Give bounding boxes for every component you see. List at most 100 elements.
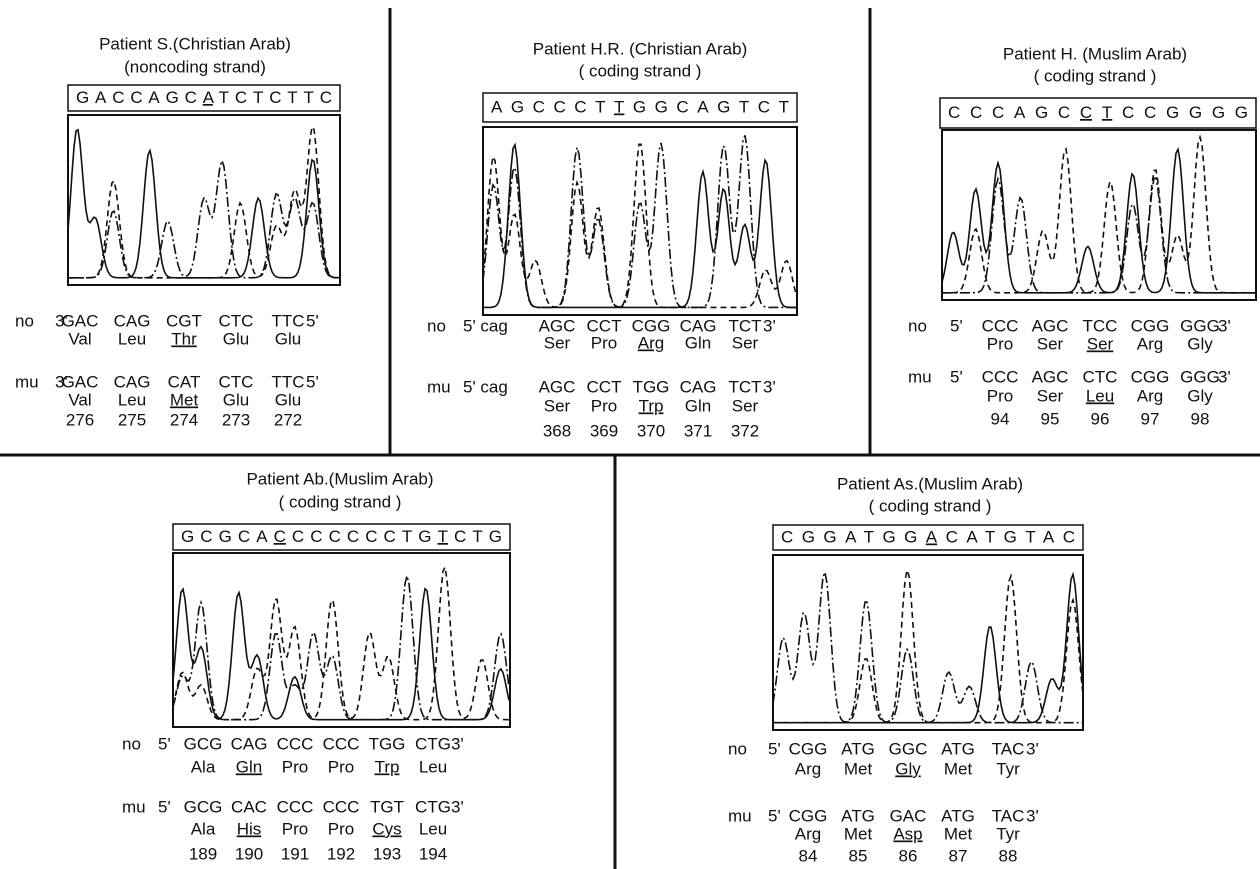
position: 88: [999, 846, 1018, 865]
codon: CCC: [277, 797, 314, 816]
amino-acid: Gln: [236, 757, 262, 776]
amino-acid: Ser: [544, 333, 571, 352]
panel-title: Patient Ab.(Muslim Arab): [246, 469, 433, 488]
codon: CAC: [231, 797, 267, 816]
amino-acid: Pro: [591, 396, 617, 415]
position: 371: [684, 421, 712, 440]
amino-acid: Leu: [419, 757, 447, 776]
trace: [773, 570, 1083, 723]
strand-label: (noncoding strand): [124, 57, 266, 76]
codon: GAC: [62, 372, 99, 391]
row-label: mu: [908, 367, 932, 386]
amino-acid: Leu: [419, 819, 447, 838]
position: 190: [235, 844, 263, 863]
codon: GGG: [1180, 367, 1220, 386]
codon: CAG: [680, 377, 717, 396]
amino-acid: Glu: [223, 329, 249, 348]
sequence-part: GGCAGTCT: [633, 98, 789, 117]
panel-title: Patient As.(Muslim Arab): [837, 474, 1023, 493]
amino-acid: Ser: [732, 333, 759, 352]
codon: CGG: [789, 806, 828, 825]
position: 84: [799, 846, 818, 865]
codon: ATG: [841, 806, 875, 825]
codon: CCC: [982, 316, 1019, 335]
amino-acid: Gly: [1187, 386, 1213, 405]
position: 372: [731, 421, 759, 440]
codon: GGC: [889, 739, 928, 758]
amino-acid: Met: [170, 390, 199, 409]
sequence-part: GCGCA: [181, 527, 268, 546]
strand-label: ( coding strand ): [869, 496, 992, 515]
strand-end: 3': [1218, 367, 1231, 386]
sequence-part: T: [438, 527, 448, 546]
amino-acid: Glu: [275, 390, 301, 409]
sequence-part: A: [203, 88, 215, 107]
position: 276: [66, 410, 94, 429]
chromatogram-frame: [773, 555, 1083, 730]
amino-acid: Arg: [795, 824, 821, 843]
codon: ATG: [841, 739, 875, 758]
amino-acid: Leu: [118, 390, 146, 409]
sequence-part: CATGTAC: [946, 528, 1075, 547]
amino-acid: Pro: [987, 386, 1013, 405]
row-label: no: [908, 316, 927, 335]
strand-end: 5': [768, 739, 781, 758]
row-label: mu: [122, 797, 146, 816]
amino-acid: Ser: [1037, 386, 1064, 405]
sequence-part: CT: [1080, 103, 1112, 122]
amino-acid: Arg: [638, 333, 664, 352]
strand-label: ( coding strand ): [579, 61, 702, 80]
position: 97: [1141, 409, 1160, 428]
sequence-part: GACCAGC: [76, 88, 197, 107]
strand-end: 3': [763, 316, 776, 335]
sequence-part: AGCCCT: [491, 98, 605, 117]
position: 193: [373, 844, 401, 863]
position: 94: [991, 409, 1010, 428]
strand-end: 3': [451, 734, 464, 753]
sequence-box: [940, 98, 1256, 128]
strand-end: 5' cag: [463, 377, 508, 396]
sequence-part: CCGGGG: [1122, 103, 1248, 122]
amino-acid: Tyr: [996, 824, 1020, 843]
codon: CTC: [1083, 367, 1118, 386]
strand-end: 5': [306, 311, 319, 330]
trace: [773, 572, 1083, 723]
codon: GAC: [890, 806, 927, 825]
codon: CCC: [323, 734, 360, 753]
codon: GGG: [1180, 316, 1220, 335]
strand-end: 5' cag: [463, 316, 508, 335]
sequence: AGCCCTTGGCAGTCT: [491, 98, 789, 117]
codon: AGC: [539, 377, 576, 396]
strand-end: 5': [768, 806, 781, 825]
sequence-part: CTG: [454, 527, 502, 546]
codon: CGG: [789, 739, 828, 758]
amino-acid: Leu: [1086, 386, 1114, 405]
amino-acid: Pro: [328, 757, 354, 776]
position: 96: [1091, 409, 1110, 428]
codon: CCC: [277, 734, 314, 753]
amino-acid: Ser: [1087, 334, 1114, 353]
amino-acid: Arg: [795, 759, 821, 778]
row-label: no: [427, 316, 446, 335]
position: 370: [637, 421, 665, 440]
codon: CTC: [219, 311, 254, 330]
amino-acid: Val: [68, 329, 91, 348]
amino-acid: Val: [68, 390, 91, 409]
strand-end: 5': [306, 372, 319, 391]
chromatogram-frame: [483, 127, 797, 315]
amino-acid: Ala: [191, 757, 216, 776]
row-label: mu: [427, 377, 451, 396]
amino-acid: Gln: [685, 333, 711, 352]
position: 98: [1191, 409, 1210, 428]
strand-end: 5': [158, 734, 171, 753]
amino-acid: Ser: [1037, 334, 1064, 353]
position: 189: [189, 844, 217, 863]
amino-acid: Ser: [732, 396, 759, 415]
trace: [68, 127, 340, 278]
amino-acid: Met: [844, 759, 873, 778]
position: 86: [899, 846, 918, 865]
amino-acid: Arg: [1137, 386, 1163, 405]
strand-end: 3': [1218, 316, 1231, 335]
codon: AGC: [1032, 367, 1069, 386]
codon: CTC: [219, 372, 254, 391]
